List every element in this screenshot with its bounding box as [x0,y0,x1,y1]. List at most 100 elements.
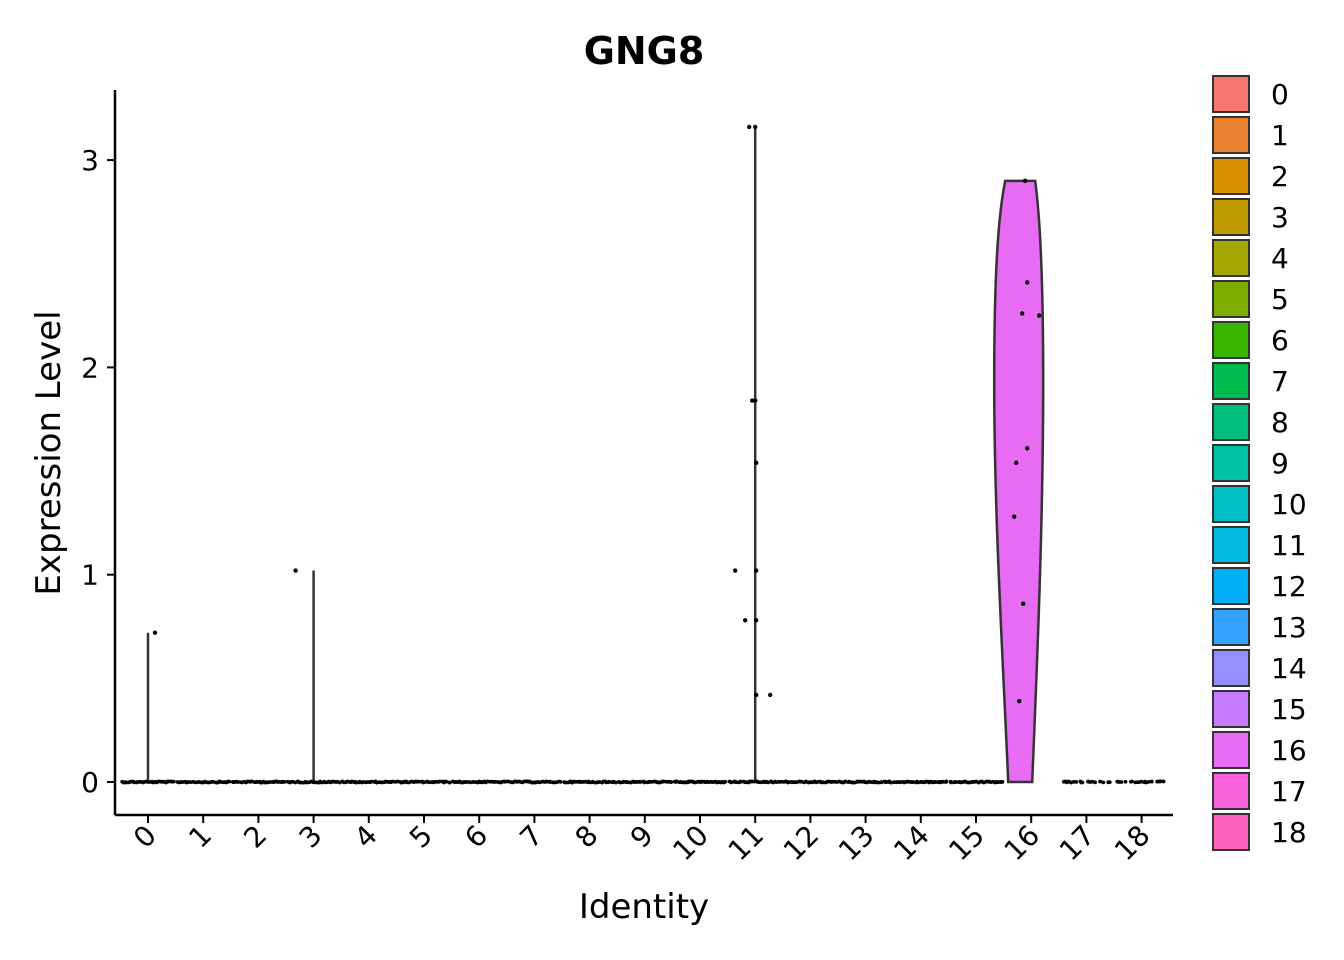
legend-swatch [1212,75,1250,113]
data-point [573,779,578,784]
legend-label: 3 [1271,201,1289,234]
legend-item: 12 [1212,567,1307,605]
legend-label: 1 [1271,119,1289,152]
legend-item: 3 [1212,198,1289,236]
legend-label: 15 [1271,693,1307,726]
zero-points-11 [727,779,784,785]
data-point [438,779,442,784]
data-point [1080,780,1085,785]
data-point [1037,313,1042,318]
data-point [1090,779,1095,784]
legend-item: 0 [1212,75,1289,113]
data-point [1158,779,1163,784]
x-tick-label: 4 [348,819,384,855]
legend-label: 18 [1271,816,1307,849]
zero-points-4 [340,779,398,785]
x-tick-label: 6 [458,819,494,855]
data-point [754,568,759,573]
data-point [753,398,758,403]
data-point [754,460,759,465]
zero-points-13 [837,779,894,785]
chart-title: GNG8 [584,29,705,73]
zero-points-7 [506,779,563,785]
x-tick-label: 15 [942,819,991,868]
zero-points-6 [451,779,508,785]
legend-swatch [1212,567,1250,605]
legend-item: 15 [1212,690,1307,728]
legend-swatch [1212,772,1250,810]
data-point [743,618,748,623]
x-tick-label: 0 [127,819,163,855]
x-tick-label: 2 [237,819,273,855]
data-point [293,568,298,573]
data-point [1020,311,1025,316]
legend-item: 13 [1212,608,1307,646]
data-point [152,630,158,635]
data-point [444,779,449,784]
legend-swatch [1212,362,1250,400]
data-point [733,568,738,573]
x-tick-label: 17 [1053,819,1102,868]
zero-points-5 [396,779,452,785]
x-tick-label: 10 [666,819,715,868]
legend-item: 16 [1212,731,1307,769]
data-point [1014,460,1019,465]
data-point [1093,780,1097,785]
data-point [941,779,945,784]
violin-16 [992,179,1045,784]
legend-label: 5 [1271,283,1289,316]
data-point [390,779,395,784]
legend-swatch [1212,731,1250,769]
data-point [723,779,728,784]
plot-area [120,124,1166,785]
x-tick-label: 5 [403,819,439,855]
data-point [1025,446,1030,451]
y-tick-label: 1 [81,559,99,592]
legend-swatch [1212,403,1250,441]
legend-item: 18 [1212,813,1307,851]
data-point [879,780,884,785]
legend-swatch [1212,444,1250,482]
data-point [1021,601,1026,606]
data-point [1101,780,1106,785]
x-tick-label: 18 [1108,819,1157,868]
zero-points-0 [120,779,176,785]
x-tick-label: 3 [293,819,329,855]
legend-label: 13 [1271,611,1307,644]
data-point [739,779,743,784]
x-tick-label: 14 [887,819,936,868]
zero-points-18 [1115,779,1166,785]
data-point [1130,779,1134,784]
data-point [1139,779,1144,784]
legend-swatch [1212,813,1250,851]
data-point [1119,780,1124,784]
data-point [643,780,647,785]
legend-label: 0 [1271,78,1289,111]
legend-label: 9 [1271,447,1289,480]
legend-swatch [1212,116,1250,154]
y-tick-label: 0 [81,766,99,799]
data-point [1074,779,1079,784]
data-point [1161,779,1166,784]
legend-swatch [1212,649,1250,687]
x-axis-title: Identity [579,887,709,927]
data-point [754,692,759,698]
legend-swatch [1212,198,1250,236]
zero-points-1 [175,779,232,785]
x-tick-label: 13 [832,819,881,868]
legend-swatch [1212,485,1250,523]
x-tick-label: 1 [182,819,218,855]
data-point [753,124,758,130]
legend-label: 4 [1271,242,1289,275]
data-point [889,780,894,785]
x-tick-label: 9 [624,819,660,855]
legend-item: 5 [1212,280,1289,318]
legend-label: 11 [1271,529,1307,562]
data-point [503,779,508,784]
legend-label: 10 [1271,488,1307,521]
legend-swatch [1212,690,1250,728]
data-point [944,779,949,784]
legend-item: 10 [1212,485,1307,523]
zero-points-14 [892,779,949,785]
data-point [1123,779,1128,784]
